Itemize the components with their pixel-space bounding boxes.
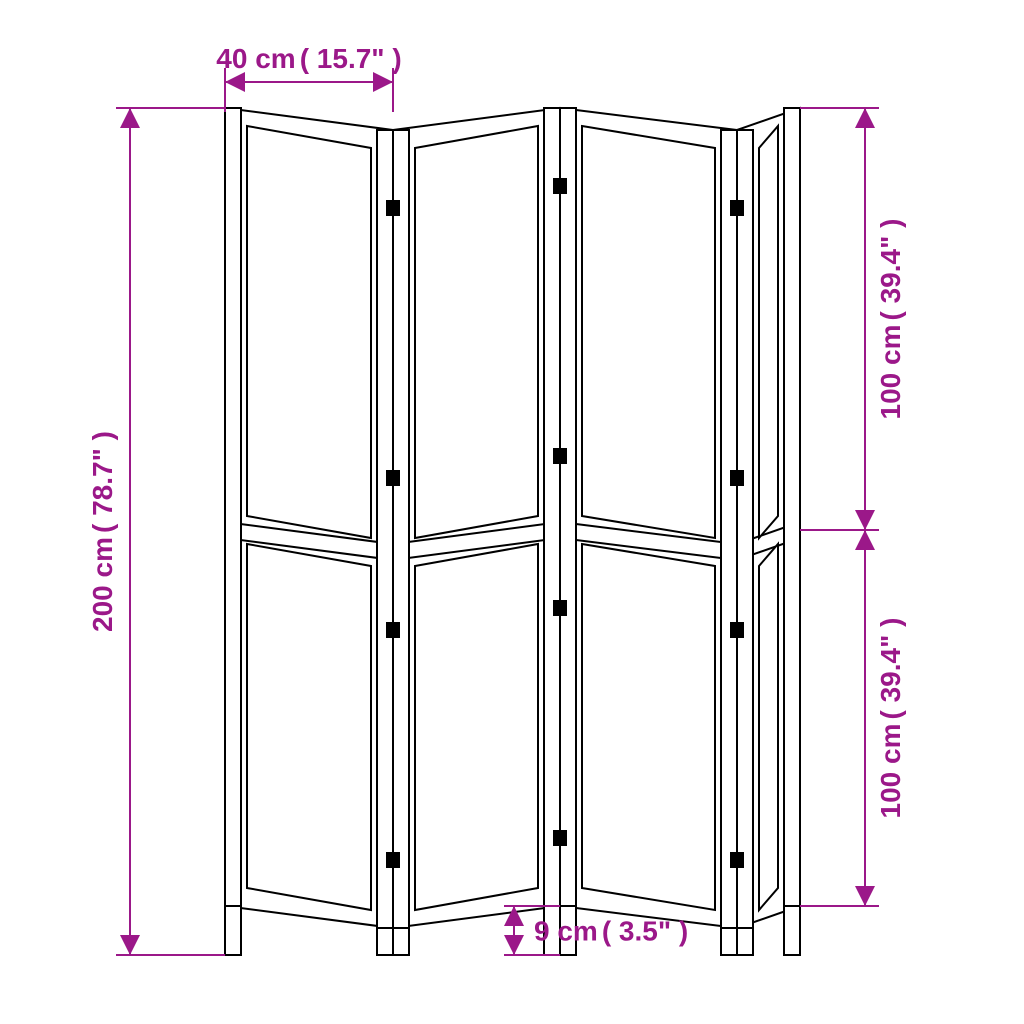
dim-lower-section: 100 cm( 39.4" ) — [875, 618, 906, 819]
dim-upper-section: 100 cm( 39.4" ) — [875, 219, 906, 420]
dim-total-height: 200 cm( 78.7" ) — [87, 431, 118, 632]
dim-leg-clearance: 9 cm( 3.5" ) — [534, 916, 688, 947]
room-divider-drawing — [225, 108, 800, 955]
dim-panel-width: 40 cm( 15.7" ) — [216, 43, 401, 74]
